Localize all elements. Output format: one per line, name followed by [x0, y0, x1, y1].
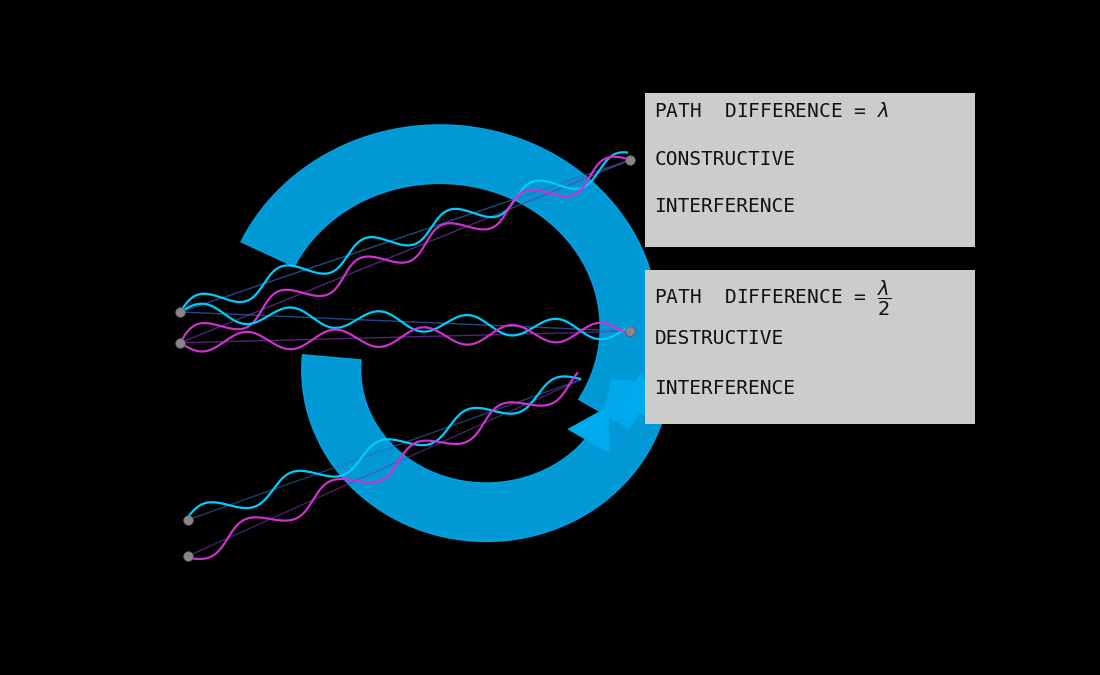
FancyBboxPatch shape: [645, 269, 975, 424]
Text: PATH  DIFFERENCE = $\lambda$: PATH DIFFERENCE = $\lambda$: [654, 102, 889, 121]
Text: CONSTRUCTIVE: CONSTRUCTIVE: [654, 150, 795, 169]
FancyBboxPatch shape: [645, 92, 975, 246]
Polygon shape: [615, 375, 661, 415]
Text: PATH  DIFFERENCE = $\dfrac{\lambda}{2}$: PATH DIFFERENCE = $\dfrac{\lambda}{2}$: [654, 279, 892, 318]
Polygon shape: [569, 407, 608, 452]
Text: DESTRUCTIVE: DESTRUCTIVE: [654, 329, 783, 348]
Polygon shape: [241, 125, 659, 429]
Text: INTERFERENCE: INTERFERENCE: [654, 197, 795, 216]
Polygon shape: [301, 355, 670, 541]
Text: INTERFERENCE: INTERFERENCE: [654, 379, 795, 398]
